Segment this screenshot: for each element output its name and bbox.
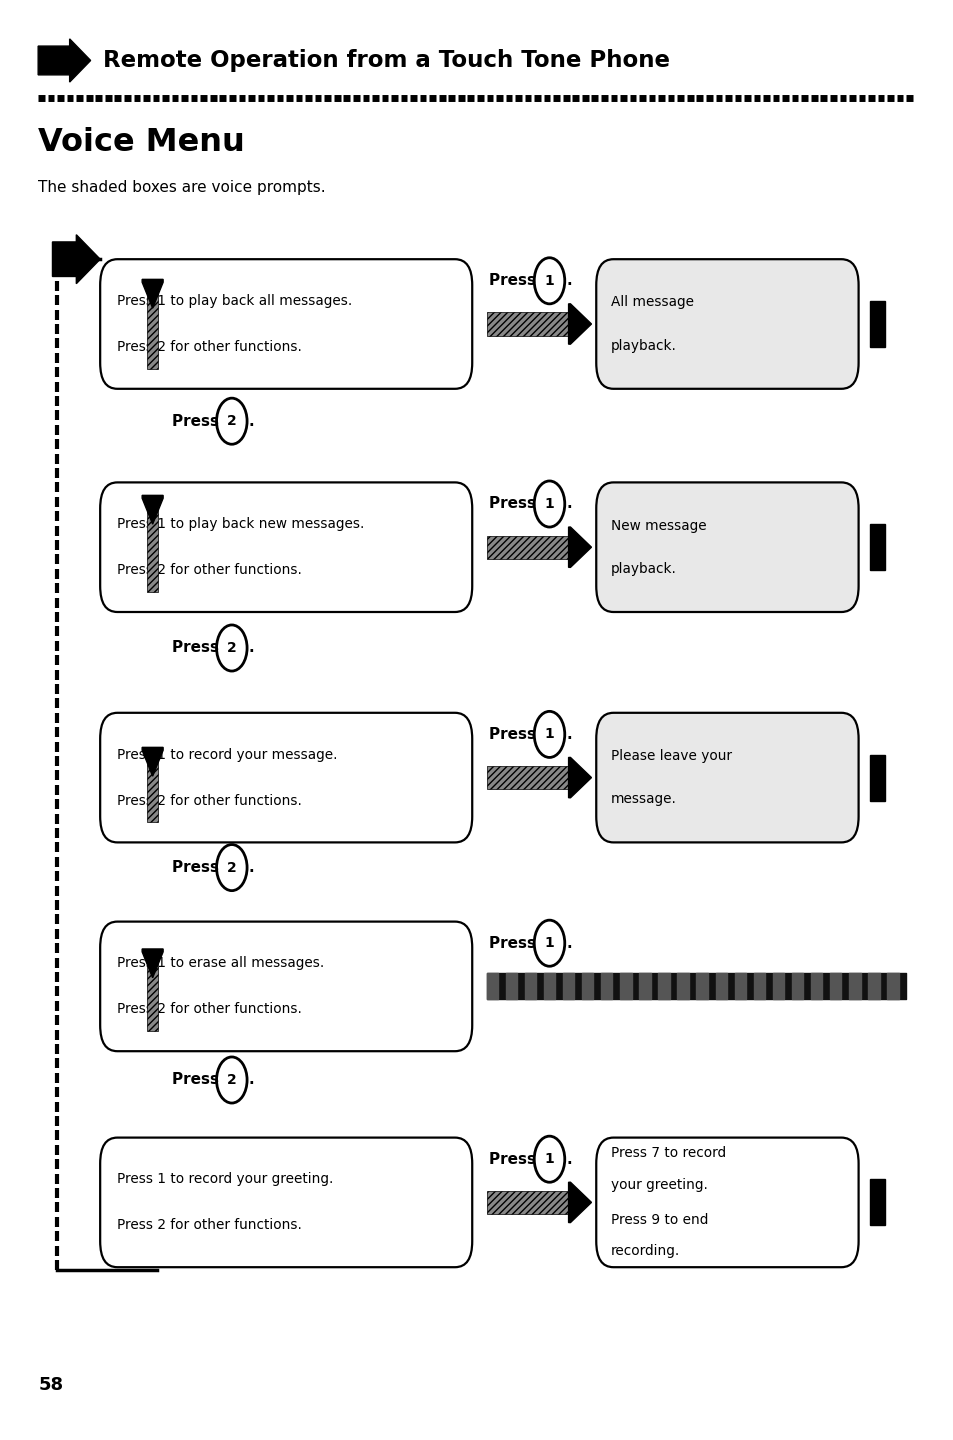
FancyBboxPatch shape [596,713,858,842]
Bar [486,536,570,559]
Text: recording.: recording. [610,1244,679,1259]
Text: Press: Press [489,274,541,288]
Text: .: . [566,1152,572,1166]
FancyBboxPatch shape [100,922,472,1051]
Bar [147,287,158,369]
Text: Press: Press [172,413,224,429]
FancyBboxPatch shape [596,259,858,389]
Text: New message: New message [610,518,705,533]
FancyArrow shape [142,279,163,308]
Text: 1: 1 [544,1152,554,1166]
FancyBboxPatch shape [596,1138,858,1267]
Text: playback.: playback. [610,338,676,353]
Text: Press 2 for other functions.: Press 2 for other functions. [117,563,302,577]
FancyArrow shape [142,747,163,776]
Text: 1: 1 [544,727,554,742]
Bar [869,301,884,347]
Text: Press 2 for other functions.: Press 2 for other functions. [117,340,302,354]
Text: Press: Press [172,641,224,655]
Text: your greeting.: your greeting. [610,1178,707,1192]
Text: .: . [566,936,572,950]
Text: .: . [249,1073,254,1087]
Bar [147,755,158,822]
Text: Press 2 for other functions.: Press 2 for other functions. [117,1218,302,1233]
Text: Press 1 to record your message.: Press 1 to record your message. [117,747,337,762]
Text: Press: Press [172,1073,224,1087]
Text: Press 2 for other functions.: Press 2 for other functions. [117,1002,302,1017]
Text: Press 7 to record: Press 7 to record [610,1146,725,1161]
Text: 2: 2 [227,1073,236,1087]
Text: 1: 1 [544,274,554,288]
Text: Press 9 to end: Press 9 to end [610,1212,707,1227]
FancyArrow shape [142,949,163,978]
Text: Press: Press [489,497,541,511]
Text: .: . [249,860,254,876]
Bar [869,1179,884,1225]
Text: The shaded boxes are voice prompts.: The shaded boxes are voice prompts. [38,180,325,194]
Text: 1: 1 [544,936,554,950]
FancyArrow shape [142,495,163,524]
FancyArrow shape [568,304,591,344]
Bar [147,956,158,1031]
Bar [486,1191,570,1214]
Text: message.: message. [610,792,676,806]
Text: Press: Press [489,936,541,950]
Text: .: . [566,274,572,288]
Text: Press: Press [489,727,541,742]
Text: Press 1 to play back new messages.: Press 1 to play back new messages. [117,517,364,531]
FancyBboxPatch shape [100,482,472,612]
FancyArrow shape [568,527,591,567]
Text: Remote Operation from a Touch Tone Phone: Remote Operation from a Touch Tone Phone [103,49,669,72]
Bar [869,755,884,801]
FancyArrow shape [568,1182,591,1223]
Text: Voice Menu: Voice Menu [38,127,245,158]
Text: 2: 2 [227,641,236,655]
Text: 1: 1 [544,497,554,511]
Text: Press 1 to play back all messages.: Press 1 to play back all messages. [117,294,353,308]
Text: 2: 2 [227,861,236,874]
Bar [486,312,570,336]
Text: Press 1 to record your greeting.: Press 1 to record your greeting. [117,1172,334,1187]
FancyBboxPatch shape [596,482,858,612]
FancyBboxPatch shape [100,1138,472,1267]
Text: Please leave your: Please leave your [610,749,731,763]
FancyArrow shape [568,757,591,798]
Text: Press 2 for other functions.: Press 2 for other functions. [117,793,302,808]
FancyBboxPatch shape [100,259,472,389]
Text: 2: 2 [227,415,236,428]
Text: .: . [566,497,572,511]
Text: playback.: playback. [610,562,676,576]
Bar [147,503,158,592]
Text: .: . [249,413,254,429]
FancyBboxPatch shape [100,713,472,842]
FancyArrow shape [52,235,100,284]
Bar [869,524,884,570]
Text: All message: All message [610,295,693,310]
Text: .: . [249,641,254,655]
FancyArrow shape [38,39,91,82]
Bar [486,766,570,789]
Text: 58: 58 [38,1377,63,1394]
Text: Press 1 to erase all messages.: Press 1 to erase all messages. [117,956,324,971]
Text: Press: Press [172,860,224,876]
Text: Press: Press [489,1152,541,1166]
Text: .: . [566,727,572,742]
